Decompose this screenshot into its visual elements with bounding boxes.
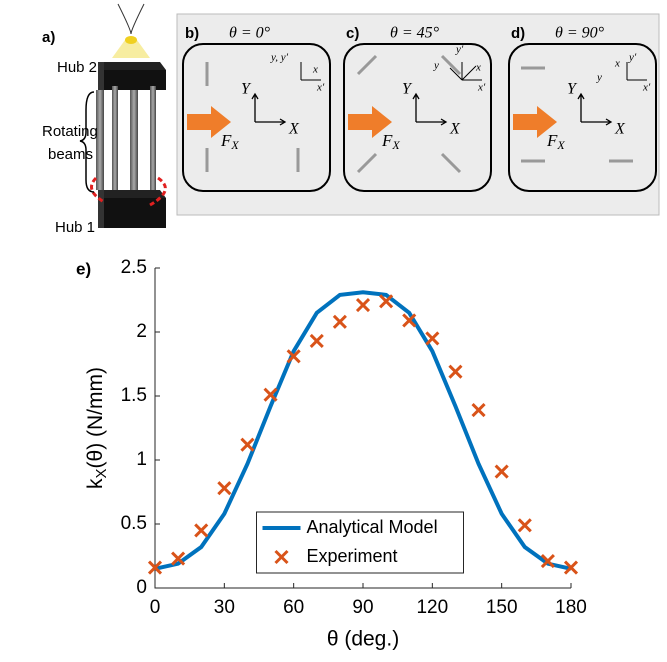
local-axes <box>300 62 321 81</box>
x-tick-label: 90 <box>352 597 373 618</box>
experiment-marker <box>379 294 394 309</box>
local-axis-label: y′ <box>455 44 464 56</box>
experiment-marker <box>240 437 255 452</box>
experiment-marker <box>425 331 440 346</box>
hub-label: Hub 2 <box>57 59 97 76</box>
axis-label: X <box>288 121 300 138</box>
beam-section <box>440 152 462 174</box>
local-axis-label: y <box>596 72 602 84</box>
y-tick-label: 1 <box>136 449 147 470</box>
experiment-marker <box>217 481 232 496</box>
panel-title: θ = 0° <box>229 25 271 42</box>
experiment-marker <box>194 523 209 538</box>
local-axis-label: y′ <box>628 52 637 64</box>
legend-label: Experiment <box>307 546 398 566</box>
local-axis-label: x <box>312 64 318 76</box>
beam-section <box>356 54 378 76</box>
local-axis-label: x <box>614 58 620 70</box>
axis-arrow <box>412 92 448 126</box>
x-tick-label: 150 <box>486 597 518 618</box>
local-axis-label: x′ <box>642 82 651 94</box>
local-axis-label: y, y′ <box>270 52 289 64</box>
legend-box <box>256 511 464 574</box>
x-tick-label: 30 <box>214 597 235 618</box>
experiment-marker <box>171 551 186 566</box>
substrate <box>182 43 331 192</box>
axis-label: Y <box>402 81 413 98</box>
y-tick-label: 1.5 <box>121 385 147 406</box>
panel-label: a) <box>42 29 55 46</box>
local-axis-label: x <box>475 62 481 74</box>
local-axes <box>626 62 647 81</box>
local-axis-label: x′ <box>316 82 325 94</box>
experiment-marker <box>448 364 463 379</box>
beams-label: beams <box>48 146 93 163</box>
panel-background <box>176 13 660 216</box>
axis-label: X <box>449 121 461 138</box>
experiment-marker <box>540 554 555 569</box>
experiment-marker <box>147 560 163 575</box>
panel-title: θ = 90° <box>555 25 605 42</box>
substrate <box>343 43 492 192</box>
panel-title: θ = 45° <box>390 25 440 42</box>
axis-label: Y <box>241 81 252 98</box>
panel-label: c) <box>346 25 359 42</box>
legend-label: Analytical Model <box>307 517 438 537</box>
local-axis-label: y <box>433 60 439 72</box>
tower-schematic <box>79 3 167 228</box>
y-tick-label: 0 <box>136 577 147 598</box>
experiment-marker <box>286 349 301 364</box>
model-line <box>154 290 572 571</box>
experiment-marker <box>332 314 347 329</box>
axis-arrow <box>251 92 287 126</box>
panel-label: e) <box>76 259 91 278</box>
force-label: FX <box>381 131 400 152</box>
experiment-marker <box>402 313 417 328</box>
experiment-marker <box>471 403 486 418</box>
y-tick-label: 0.5 <box>121 513 147 534</box>
experiment-marker <box>263 387 278 402</box>
x-axis-label: θ (deg.) <box>327 628 399 651</box>
x-tick-label: 60 <box>283 597 304 618</box>
y-tick-label: 2.5 <box>121 257 147 278</box>
experiment-marker <box>563 560 579 575</box>
panel-label: d) <box>511 25 525 42</box>
axis-label: X <box>614 121 626 138</box>
force-arrow <box>513 106 557 138</box>
axis-label: Y <box>567 81 578 98</box>
x-tick-label: 180 <box>555 597 587 618</box>
experiment-marker <box>517 518 532 533</box>
experiment-marker <box>309 333 324 349</box>
local-axes <box>449 62 482 81</box>
beams-label: Rotating <box>42 123 98 140</box>
experiment-marker <box>355 298 371 313</box>
force-arrow <box>348 106 392 138</box>
hub-label: Hub 1 <box>55 219 95 236</box>
local-axis-label: x′ <box>477 82 486 94</box>
y-tick-label: 2 <box>136 321 147 342</box>
force-arrow <box>187 106 231 138</box>
experiment-marker <box>494 464 509 479</box>
x-tick-label: 0 <box>150 597 161 618</box>
force-label: FX <box>220 131 239 152</box>
panel-label: b) <box>185 25 199 42</box>
legend-swatch <box>274 549 289 565</box>
y-axis-label: kX(θ) (N/mm) <box>84 367 110 489</box>
substrate <box>508 43 657 192</box>
x-tick-label: 120 <box>416 597 448 618</box>
beam-section <box>440 54 462 76</box>
force-label: FX <box>546 131 565 152</box>
beam-section <box>356 152 378 174</box>
axis-arrow <box>577 92 613 126</box>
